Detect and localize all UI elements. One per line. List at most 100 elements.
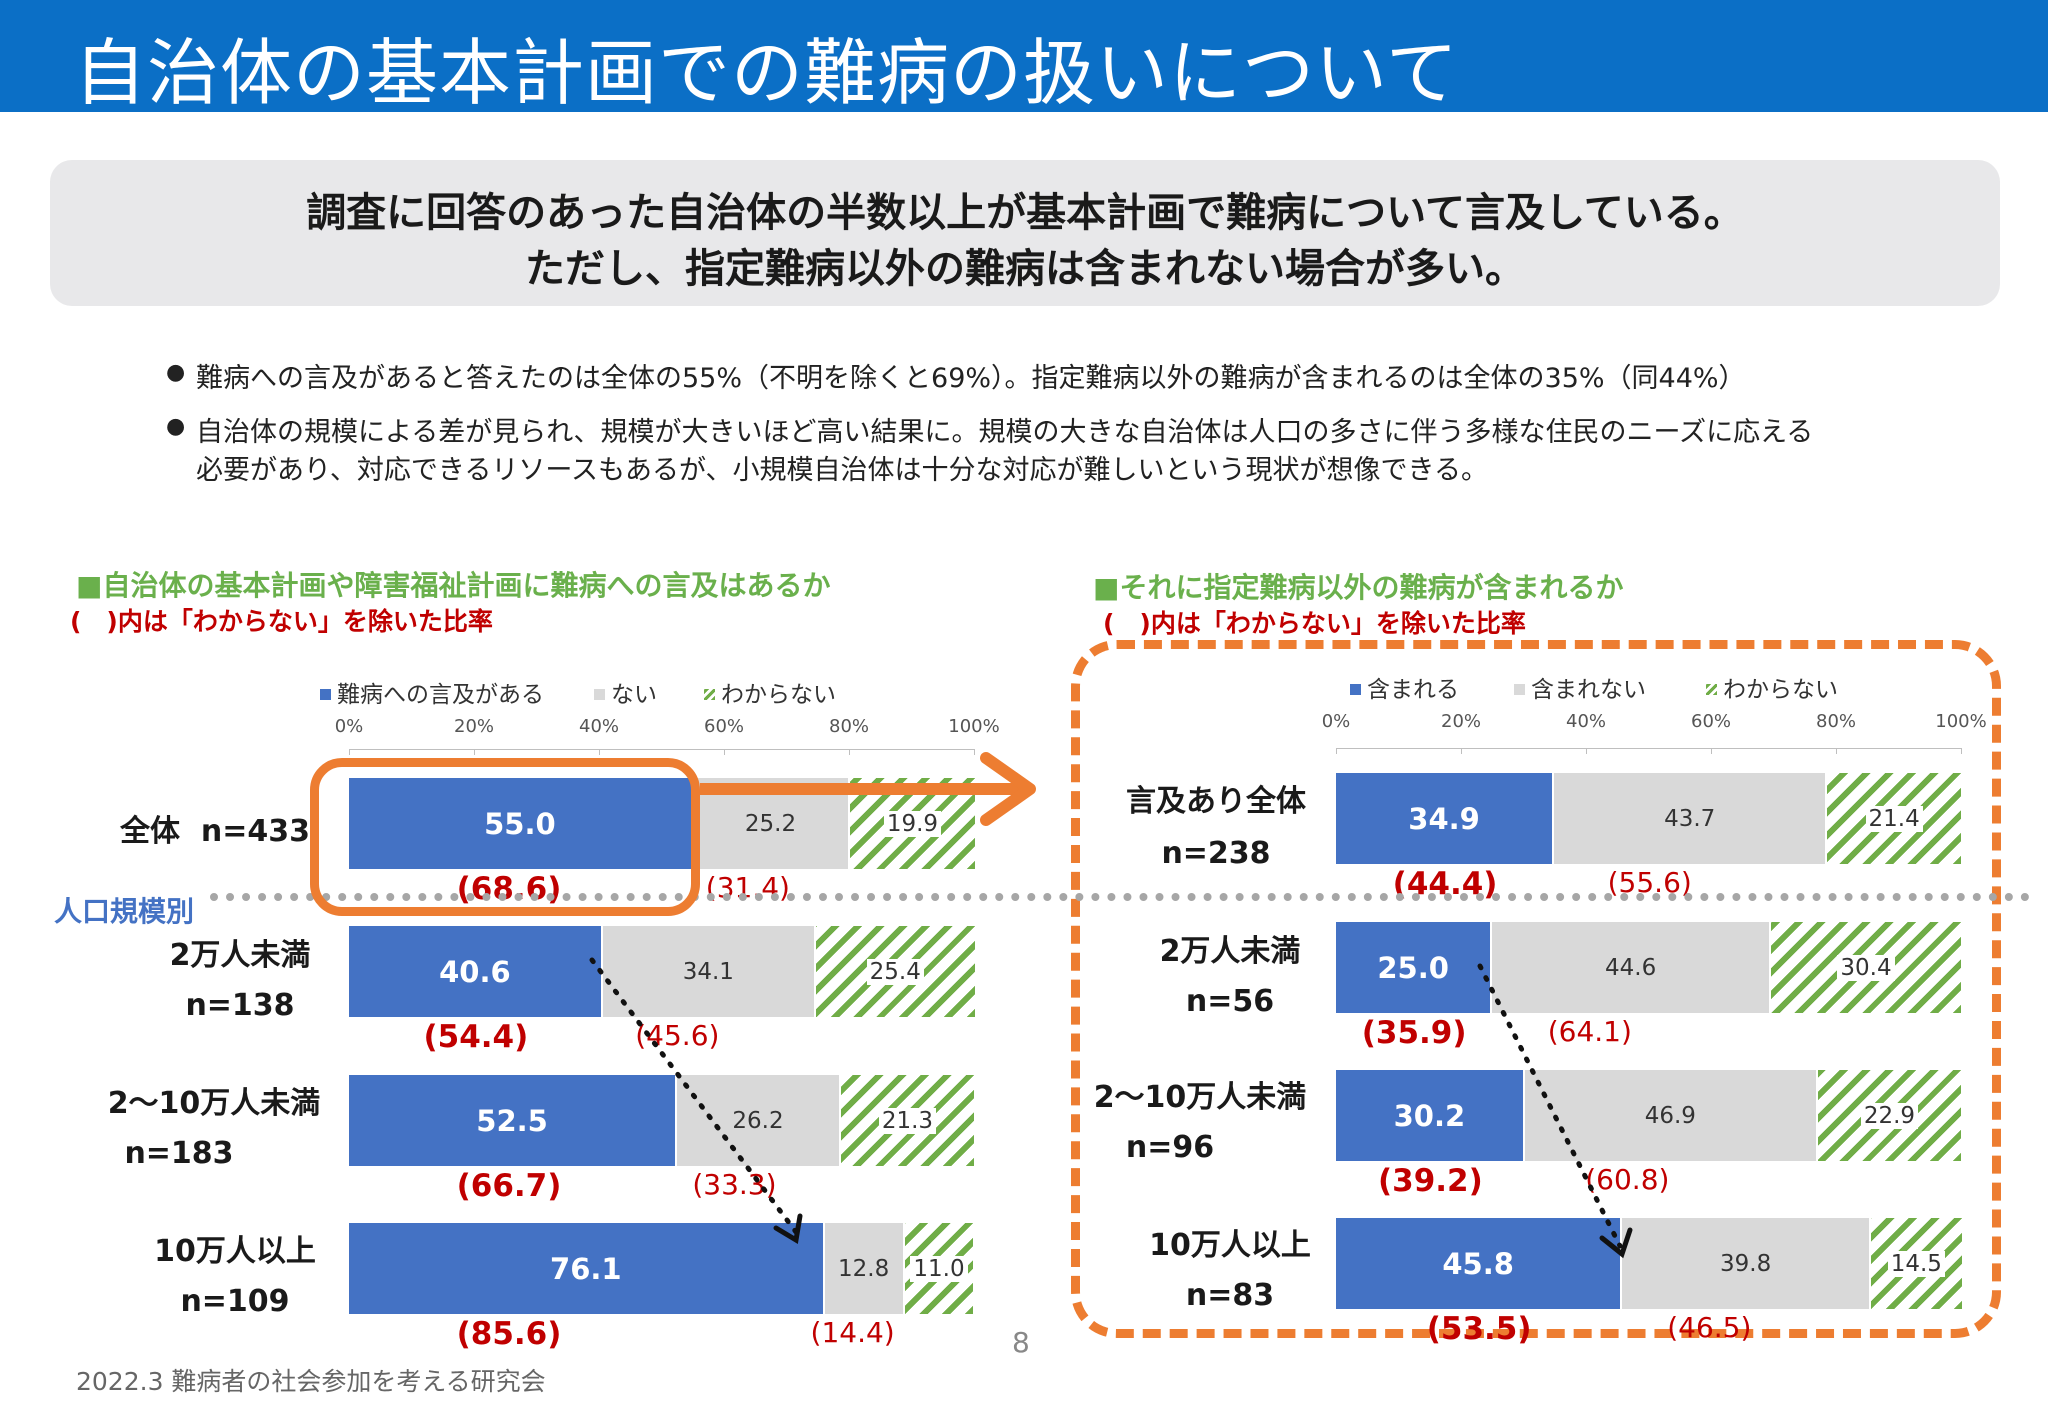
right-bar-value-label: 21.4	[1827, 773, 1961, 864]
right-axis-line	[1336, 748, 1961, 749]
left-bar-value-label: 12.8	[838, 1255, 890, 1282]
right-bar-unknown: 30.4	[1771, 922, 1961, 1013]
left-bar-value-label: 52.5	[476, 1103, 548, 1138]
right-x-tick-label: 60%	[1690, 711, 1732, 732]
right-bar-negative: 44.6	[1492, 922, 1769, 1013]
left-bar-negative: 26.2	[677, 1075, 839, 1166]
right-x-tick-label: 20%	[1440, 711, 1482, 732]
right-bar-unknown: 21.4	[1827, 773, 1961, 864]
right-legend-unknown: わからない	[1706, 670, 1838, 704]
right-row-label-total: 言及あり全体 n=238	[1126, 784, 1306, 871]
legend-swatch-hatch	[1706, 684, 1717, 695]
dotted-trend-arrow-left	[589, 957, 803, 1245]
legend-swatch-grey	[594, 689, 605, 700]
left-bar-value-label: 55.0	[484, 806, 556, 841]
bullet-1-text: 難病への言及があると答えたのは全体の55%（不明を除くと69%）。指定難病以外の…	[196, 363, 1746, 394]
footer-credit: 2022.3 難病者の社会参加を考える研究会	[76, 1367, 546, 1396]
right-bar-unknown: 14.5	[1871, 1218, 1962, 1309]
left-x-tick-mark	[849, 749, 850, 755]
right-bar-unknown: 22.9	[1817, 1070, 1961, 1161]
left-bar-negative: 34.1	[602, 926, 814, 1017]
left-x-tick-mark	[974, 749, 975, 755]
left-excl-unknown-positive: (68.6)	[456, 871, 562, 907]
right-bar-positive: 34.9	[1336, 773, 1553, 864]
left-bar-value-label: 11.0	[905, 1223, 974, 1314]
bullet-2-continued: 必要があり、対応できるリソースもあるが、小規模自治体は十分な対応が難しいという現…	[196, 448, 1488, 487]
left-bar-unknown: 25.4	[815, 926, 975, 1017]
right-bar-negative: 43.7	[1554, 773, 1826, 864]
left-x-tick-mark	[724, 749, 725, 755]
right-bar-value-label: 39.8	[1720, 1250, 1772, 1277]
right-bar-negative: 39.8	[1622, 1218, 1869, 1309]
right-row-label-large: 10万人以上 n=83	[1149, 1228, 1311, 1313]
right-bar-value-label: 45.8	[1442, 1246, 1514, 1281]
bullet-2-text: 自治体の規模による差が見られ、規模が大きいほど高い結果に。規模の大きな自治体は人…	[196, 417, 1814, 448]
legend-swatch-blue	[1350, 684, 1361, 695]
left-chart-title: ■自治体の基本計画や障害福祉計画に難病への言及はあるか	[76, 569, 831, 602]
left-legend-positive: 難病への言及がある	[320, 675, 544, 709]
right-excl-unknown-negative: (46.5)	[1667, 1311, 1752, 1344]
left-row-label-total: 全体 n=433	[120, 814, 311, 849]
left-bar-unknown: 19.9	[850, 778, 975, 869]
right-bar-negative: 46.9	[1524, 1070, 1816, 1161]
right-bar-positive: 45.8	[1336, 1218, 1621, 1309]
left-x-tick-label: 60%	[703, 716, 745, 737]
left-row-label-small: 2万人未満 n=138	[169, 938, 311, 1023]
right-bar-value-label: 34.9	[1408, 801, 1480, 836]
left-excl-unknown-negative: (14.4)	[810, 1316, 895, 1349]
left-x-tick-mark	[474, 749, 475, 755]
right-bar-positive: 30.2	[1336, 1070, 1523, 1161]
right-excl-unknown-positive: (39.2)	[1377, 1163, 1483, 1199]
right-legend-negative: 含まれない	[1514, 670, 1646, 704]
right-excl-unknown-negative: (60.8)	[1585, 1163, 1670, 1196]
left-bar-value-label: 34.1	[682, 958, 734, 985]
right-bar-value-label: 22.9	[1818, 1070, 1961, 1161]
right-x-tick-mark	[1461, 748, 1462, 754]
legend-swatch-blue	[320, 689, 331, 700]
right-chart-frame	[1071, 640, 2001, 1338]
bullet-2: ● 自治体の規模による差が見られ、規模が大きいほど高い結果に。規模の大きな自治体…	[166, 410, 1814, 449]
left-bar-positive: 76.1	[349, 1223, 823, 1314]
left-bar-value-label: 25.4	[816, 926, 975, 1017]
right-bar-value-label: 25.0	[1377, 950, 1449, 985]
page-number: 8	[1012, 1326, 1030, 1359]
header-bar: 自治体の基本計画での難病の扱いについて	[0, 0, 2048, 115]
left-x-tick-label: 100%	[948, 716, 1000, 737]
summary-line-2: ただし、指定難病以外の難病は含まれない場合が多い。	[525, 246, 1525, 292]
left-x-tick-label: 40%	[578, 716, 620, 737]
left-x-tick-mark	[349, 749, 350, 755]
population-group-label: 人口規模別	[54, 895, 195, 928]
left-bar-value-label: 40.6	[439, 954, 511, 989]
left-legend-unknown: わからない	[704, 675, 836, 709]
left-x-tick-mark	[599, 749, 600, 755]
summary-box: 調査に回答のあった自治体の半数以上が基本計画で難病について言及している。 ただし…	[50, 160, 2000, 306]
left-legend-negative: ない	[594, 675, 657, 709]
right-legend-positive: 含まれる	[1350, 670, 1459, 704]
left-x-tick-label: 80%	[828, 716, 870, 737]
left-bar-unknown: 21.3	[840, 1075, 974, 1166]
right-x-tick-mark	[1336, 748, 1337, 754]
right-row-label-small: 2万人未満 n=56	[1159, 934, 1301, 1019]
bullet-1: ● 難病への言及があると答えたのは全体の55%（不明を除くと69%）。指定難病以…	[166, 356, 1746, 395]
dotted-trend-arrow-right	[1477, 963, 1633, 1259]
left-bar-value-label: 21.3	[841, 1075, 974, 1166]
right-bar-value-label: 43.7	[1664, 805, 1716, 832]
right-bar-value-label: 14.5	[1871, 1218, 1962, 1309]
bullet-2-text-2: 必要があり、対応できるリソースもあるが、小規模自治体は十分な対応が難しいという現…	[196, 455, 1488, 486]
right-x-tick-mark	[1961, 748, 1962, 754]
right-x-tick-label: 100%	[1935, 711, 1987, 732]
left-bar-positive: 40.6	[349, 926, 601, 1017]
right-excl-unknown-negative: (64.1)	[1547, 1015, 1632, 1048]
right-excl-unknown-positive: (53.5)	[1426, 1311, 1532, 1347]
bullet-dot-icon: ●	[166, 360, 186, 385]
right-chart-title: ■それに指定難病以外の難病が含まれるか	[1093, 571, 1624, 604]
left-excl-unknown-negative: (33.3)	[692, 1168, 777, 1201]
left-excl-unknown-positive: (85.6)	[456, 1316, 562, 1352]
left-excl-unknown-positive: (54.4)	[423, 1019, 529, 1055]
left-axis-line	[349, 749, 974, 750]
left-bar-value-label: 26.2	[732, 1107, 784, 1134]
left-chart-subtitle: ( )内は「わからない」を除いた比率	[70, 607, 493, 636]
right-bar-value-label: 30.4	[1771, 922, 1961, 1013]
left-x-tick-label: 0%	[334, 716, 364, 737]
